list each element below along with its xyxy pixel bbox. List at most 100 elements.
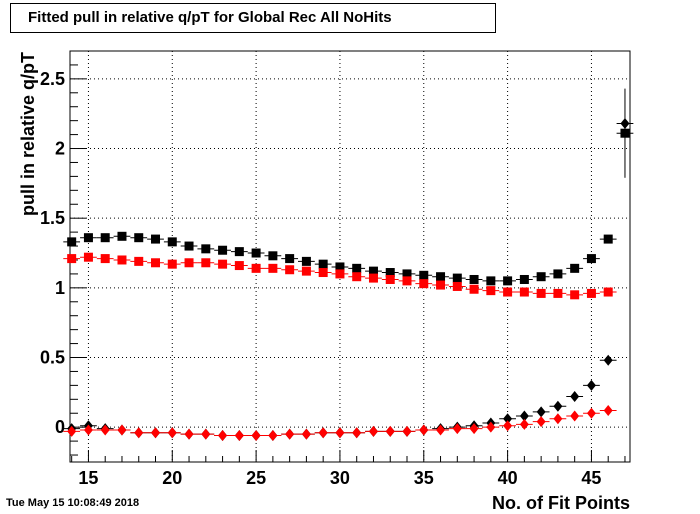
data-point-square [486, 286, 496, 296]
data-point-diamond [234, 430, 244, 442]
data-point-square [469, 274, 479, 284]
data-point-diamond [301, 428, 311, 440]
data-point-square [503, 287, 513, 297]
y-tick-label: 0 [55, 417, 65, 437]
axis-ticks [70, 50, 626, 462]
data-point-diamond [586, 407, 596, 419]
data-point-square [352, 263, 362, 273]
data-point-square [117, 255, 127, 265]
data-point-diamond [603, 354, 613, 366]
data-point-square [117, 231, 127, 241]
data-point-square [251, 248, 261, 258]
data-point-square [469, 284, 479, 294]
data-point-square [519, 287, 529, 297]
data-point-diamond [503, 420, 513, 432]
chart-title: Fitted pull in relative q/pT for Global … [10, 3, 496, 33]
x-tick-label: 40 [498, 468, 518, 488]
data-point-square [100, 233, 110, 243]
data-point-square [368, 273, 378, 283]
data-point-square [83, 233, 93, 243]
data-point-square [402, 269, 412, 279]
data-point-diamond [553, 413, 563, 425]
data-point-square [234, 261, 244, 271]
data-point-square [553, 288, 563, 298]
data-point-square [134, 233, 144, 243]
x-tick-label: 30 [330, 468, 350, 488]
data-marks [63, 88, 634, 442]
data-point-square [536, 272, 546, 282]
data-point-diamond [469, 423, 479, 435]
data-point-diamond [285, 428, 295, 440]
x-axis-title: No. of Fit Points [492, 493, 630, 513]
data-point-square [352, 272, 362, 282]
x-tick-label: 25 [246, 468, 266, 488]
data-point-square [301, 256, 311, 266]
data-point-square [318, 259, 328, 269]
data-point-diamond [318, 427, 328, 439]
data-point-diamond [519, 418, 529, 430]
data-point-square [201, 258, 211, 268]
data-point-square [268, 251, 278, 261]
data-point-square [83, 252, 93, 262]
data-point-diamond [586, 379, 596, 391]
data-point-square [519, 274, 529, 284]
data-point-diamond [117, 424, 127, 436]
data-point-diamond [201, 428, 211, 440]
data-point-square [218, 259, 228, 269]
data-point-diamond [83, 424, 93, 436]
data-point-diamond [603, 404, 613, 416]
data-point-square [553, 269, 563, 279]
data-point-square [452, 281, 462, 291]
x-tick-label: 45 [581, 468, 601, 488]
data-point-diamond [486, 421, 496, 433]
data-point-diamond [335, 427, 345, 439]
data-point-square [335, 262, 345, 272]
x-tick-label: 20 [162, 468, 182, 488]
data-point-square [234, 247, 244, 257]
data-point-diamond [536, 416, 546, 428]
data-point-square [167, 237, 177, 247]
y-tick-label: 1.5 [40, 208, 65, 228]
data-point-square [486, 276, 496, 286]
data-point-square [570, 263, 580, 273]
data-point-square [603, 287, 613, 297]
data-point-diamond [436, 424, 446, 436]
data-point-square [402, 276, 412, 286]
data-point-diamond [570, 391, 580, 403]
y-tick-label: 0.5 [40, 348, 65, 368]
data-point-diamond [268, 430, 278, 442]
data-point-square [218, 245, 228, 255]
data-point-square [184, 258, 194, 268]
data-point-square [151, 234, 161, 244]
grid-lines [70, 51, 630, 462]
data-point-square [586, 288, 596, 298]
data-point-diamond [368, 425, 378, 437]
data-point-diamond [536, 406, 546, 418]
data-point-diamond [134, 427, 144, 439]
data-point-square [268, 263, 278, 273]
data-point-diamond [620, 117, 630, 129]
data-point-square [620, 128, 630, 138]
y-axis-title: pull in relative q/pT [18, 52, 38, 216]
data-point-square [335, 269, 345, 279]
data-point-diamond [503, 413, 513, 425]
data-point-diamond [570, 410, 580, 422]
data-point-square [419, 279, 429, 289]
timestamp: Tue May 15 10:08:49 2018 [6, 497, 140, 509]
data-point-diamond [151, 427, 161, 439]
data-point-square [536, 288, 546, 298]
plot-frame [69, 50, 631, 463]
data-point-diamond [419, 424, 429, 436]
data-point-square [436, 280, 446, 290]
data-point-square [586, 254, 596, 264]
data-point-diamond [553, 400, 563, 412]
data-point-square [368, 266, 378, 276]
data-point-square [503, 276, 513, 286]
data-point-diamond [67, 425, 77, 437]
data-point-diamond [100, 424, 110, 436]
data-point-square [201, 244, 211, 254]
data-point-diamond [251, 430, 261, 442]
data-point-square [285, 254, 295, 264]
data-point-diamond [184, 428, 194, 440]
